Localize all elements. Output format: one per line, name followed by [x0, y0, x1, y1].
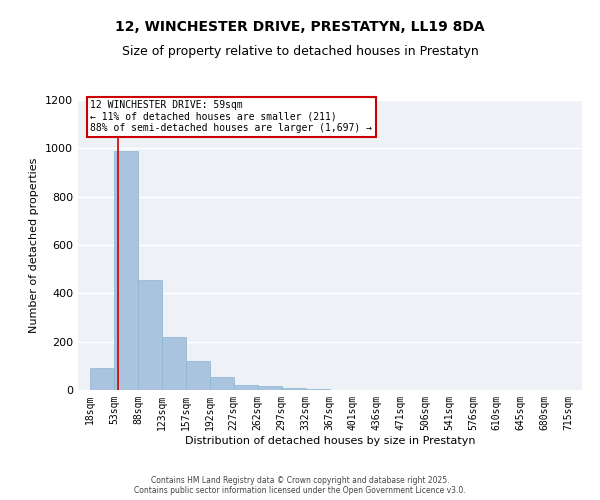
- Bar: [163, 337, 185, 390]
- Bar: [185, 361, 209, 390]
- Bar: [115, 151, 139, 390]
- Bar: [257, 386, 281, 390]
- Bar: [305, 389, 329, 390]
- X-axis label: Distribution of detached houses by size in Prestatyn: Distribution of detached houses by size …: [185, 436, 475, 446]
- Y-axis label: Number of detached properties: Number of detached properties: [29, 158, 40, 332]
- Text: Contains HM Land Registry data © Crown copyright and database right 2025.
Contai: Contains HM Land Registry data © Crown c…: [134, 476, 466, 495]
- Text: Size of property relative to detached houses in Prestatyn: Size of property relative to detached ho…: [122, 45, 478, 58]
- Text: 12, WINCHESTER DRIVE, PRESTATYN, LL19 8DA: 12, WINCHESTER DRIVE, PRESTATYN, LL19 8D…: [115, 20, 485, 34]
- Bar: [209, 376, 233, 390]
- Bar: [281, 388, 305, 390]
- Text: 12 WINCHESTER DRIVE: 59sqm
← 11% of detached houses are smaller (211)
88% of sem: 12 WINCHESTER DRIVE: 59sqm ← 11% of deta…: [91, 100, 373, 133]
- Bar: [91, 368, 115, 390]
- Bar: [139, 280, 163, 390]
- Bar: [233, 385, 257, 390]
